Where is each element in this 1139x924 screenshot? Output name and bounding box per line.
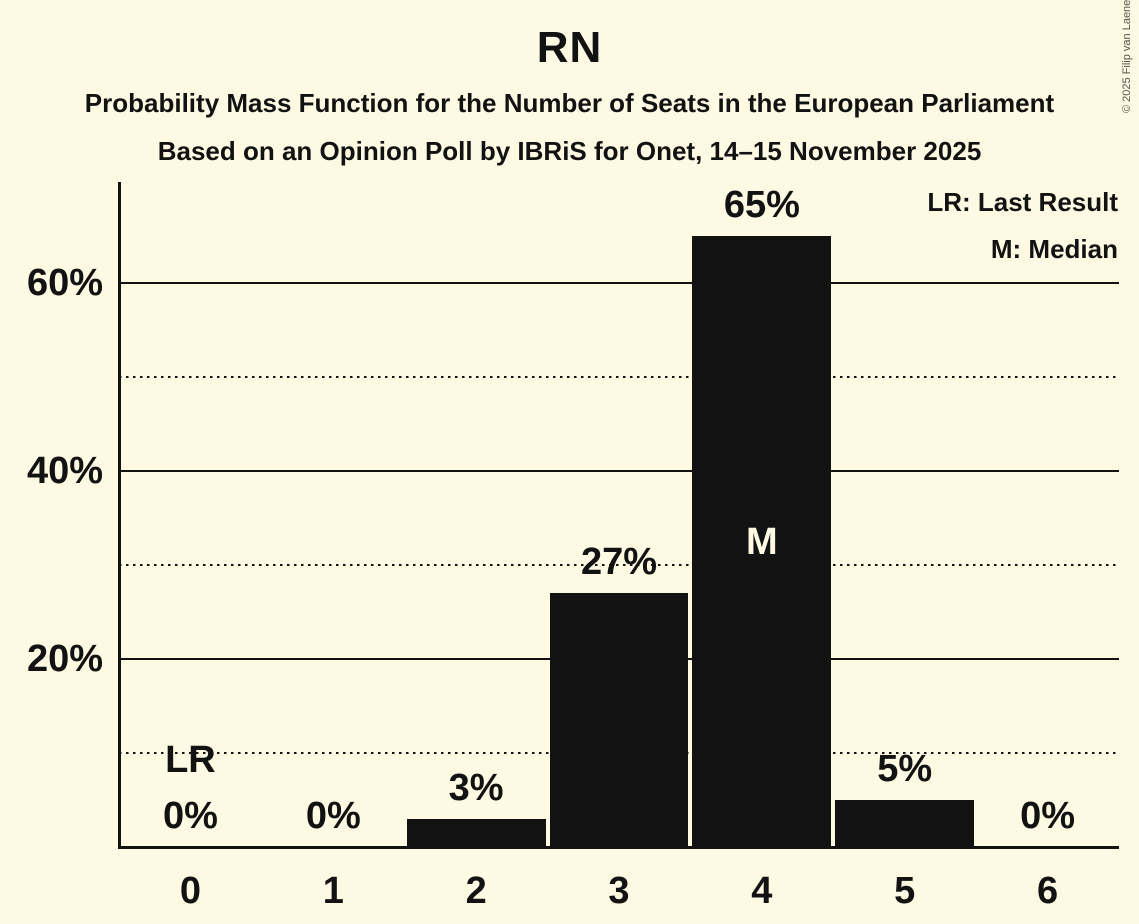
x-axis-label-3: 3 xyxy=(608,870,630,912)
x-axis-label-2: 2 xyxy=(465,870,487,912)
y-axis-line xyxy=(118,182,121,849)
y-axis-label-40: 40% xyxy=(26,450,103,492)
legend-last-result: LR: Last Result xyxy=(927,187,1118,217)
bar-seats-2 xyxy=(406,818,546,847)
y-axis-label-60: 60% xyxy=(26,262,103,304)
legend-median: M: Median xyxy=(990,234,1118,264)
gridline-solid-60 xyxy=(119,282,1119,284)
chart-subtitle: Probability Mass Function for the Number… xyxy=(84,88,1055,118)
bar-value-label-6: 0% xyxy=(1020,795,1076,837)
gridline-dotted-50 xyxy=(119,376,1119,378)
x-axis-label-5: 5 xyxy=(894,870,916,912)
y-axis-label-20: 20% xyxy=(26,638,103,680)
bar-value-label-1: 0% xyxy=(305,795,361,837)
chart-subtitle-poll-info: Based on an Opinion Poll by IBRiS for On… xyxy=(157,136,982,166)
x-axis-label-1: 1 xyxy=(322,870,344,912)
x-axis-label-4: 4 xyxy=(751,870,773,912)
bar-value-label-4: 65% xyxy=(723,184,800,226)
bar-seats-3 xyxy=(549,593,689,847)
bar-seats-4 xyxy=(692,236,832,847)
last-result-marker: LR xyxy=(165,739,216,781)
x-axis-line xyxy=(118,846,1119,849)
median-marker: M xyxy=(746,520,778,563)
bar-value-label-0: 0% xyxy=(162,795,218,837)
gridline-dotted-30 xyxy=(119,564,1119,566)
x-axis-label-0: 0 xyxy=(179,870,201,912)
gridline-solid-40 xyxy=(119,470,1119,472)
bar-value-label-2: 3% xyxy=(448,766,504,809)
bar-value-label-3: 27% xyxy=(580,541,658,584)
bar-seats-5 xyxy=(835,800,975,847)
x-axis-label-6: 6 xyxy=(1036,870,1059,912)
chart-title: RN xyxy=(536,23,603,72)
bar-value-label-5: 5% xyxy=(877,748,933,790)
